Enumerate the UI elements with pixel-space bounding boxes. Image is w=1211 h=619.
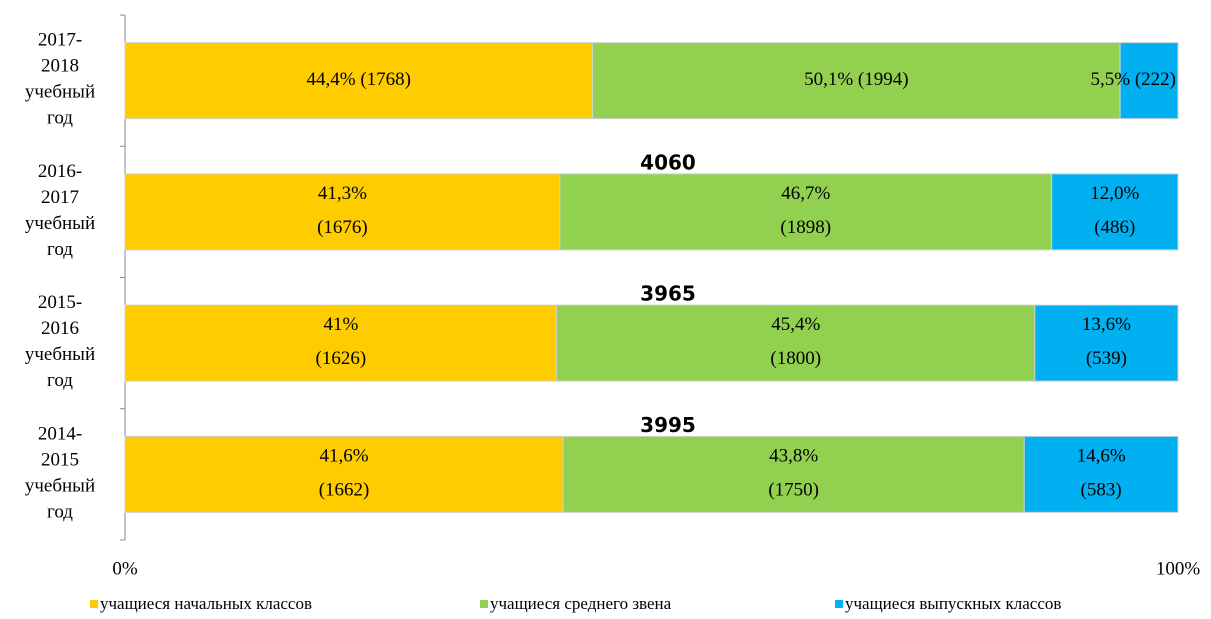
data-label: 12,0% (486): [1090, 183, 1139, 238]
data-label: 50,1% (1994): [804, 69, 908, 90]
total-label: 3995: [640, 413, 696, 437]
category-label: 2017-2018 учебный год: [25, 30, 95, 129]
x-tick-label: 100%: [1156, 558, 1201, 579]
bar-segment: [1034, 304, 1179, 382]
data-label: 14,6% (583): [1077, 446, 1126, 501]
category-label: 2016-2017 учебный год: [25, 161, 95, 260]
bar-segment: [124, 173, 561, 251]
legend-swatch: [480, 600, 488, 608]
bar-segment: [1051, 173, 1179, 251]
category-label: 2015-2016 учебный год: [25, 292, 95, 391]
bar-segment: [559, 173, 1053, 251]
total-label: 3965: [640, 282, 696, 306]
total-label: 4060: [640, 150, 696, 174]
bar-segment: [124, 304, 558, 382]
legend-label: учащиеся начальных классов: [100, 594, 312, 613]
data-label: 5,5% (222): [1091, 69, 1176, 90]
data-label: 43,8% (1750): [768, 446, 819, 501]
category-label: 2014-2015 учебный год: [25, 424, 95, 523]
bar-segment: [124, 435, 564, 513]
data-label: 41% (1626): [316, 314, 367, 369]
data-label: 41,6% (1662): [319, 446, 370, 501]
data-label: 45,4% (1800): [770, 314, 821, 369]
bar-segment: [562, 435, 1025, 513]
bar-segment: [1023, 435, 1179, 513]
bar-segment: [124, 42, 594, 120]
data-label: 13,6% (539): [1082, 314, 1131, 369]
data-label: 41,3% (1676): [317, 183, 368, 238]
data-label: 44,4% (1768): [307, 69, 411, 90]
bar-segment: [556, 304, 1036, 382]
data-label: 46,7% (1898): [780, 183, 831, 238]
legend-swatch: [90, 600, 98, 608]
x-tick-label: 0%: [112, 558, 138, 579]
legend-label: учащиеся выпускных классов: [845, 594, 1061, 613]
bar-segment: [1119, 42, 1179, 120]
legend-swatch: [835, 600, 843, 608]
legend-label: учащиеся среднего звена: [490, 594, 672, 613]
